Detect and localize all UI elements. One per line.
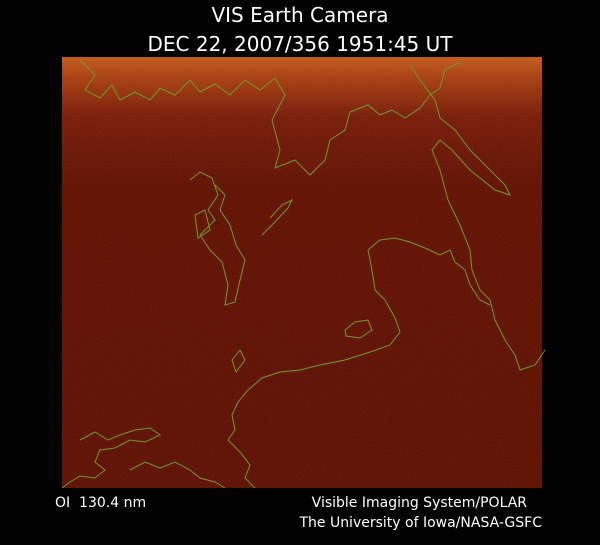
instrument-label: Visible Imaging System/POLAR — [312, 495, 528, 511]
coastlines — [61, 59, 546, 489]
title: VIS Earth Camera — [211, 3, 388, 27]
image-noise — [62, 57, 542, 488]
earth-image — [61, 57, 546, 489]
timestamp: DEC 22, 2007/356 1951:45 UT — [148, 32, 454, 56]
filter-label: OI 130.4 nm — [55, 495, 146, 511]
institution-label: The University of Iowa/NASA-GSFC — [298, 515, 542, 531]
